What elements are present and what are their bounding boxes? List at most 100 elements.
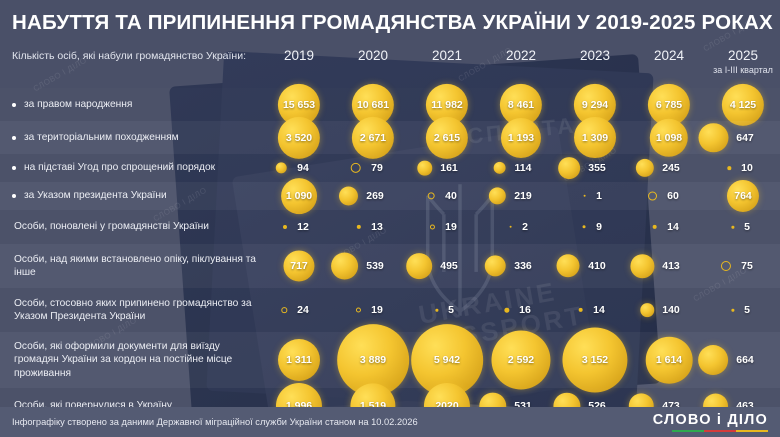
data-cell-2024: 60 bbox=[632, 182, 706, 210]
value-label: 2 671 bbox=[359, 131, 387, 144]
data-cell-2024: 413 bbox=[630, 244, 706, 288]
row-label: Особи, які повернулися в Україну bbox=[14, 400, 173, 412]
value-label: 5 bbox=[448, 304, 454, 316]
bubble-group: 539 bbox=[331, 252, 384, 280]
value-label: 1 309 bbox=[581, 131, 609, 144]
value-bubble bbox=[406, 253, 432, 279]
value-label: 1 098 bbox=[655, 131, 683, 144]
column-header-2022: 2022 bbox=[484, 46, 558, 64]
value-label: 1 090 bbox=[285, 190, 313, 202]
value-label: 10 681 bbox=[356, 98, 390, 111]
bubble-group: 14 bbox=[652, 221, 679, 233]
data-cell-2019: 3 520 bbox=[262, 116, 336, 159]
value-label: 10 bbox=[741, 162, 753, 174]
value-bubble bbox=[726, 179, 760, 213]
bubble-group: 15 653 bbox=[277, 83, 321, 126]
bubble-group: 12 bbox=[282, 221, 309, 233]
value-bubble bbox=[720, 260, 731, 272]
value-bubble bbox=[727, 166, 731, 170]
value-label: 269 bbox=[366, 190, 384, 202]
value-bubble bbox=[698, 345, 728, 375]
table-row: на підставі Угод про спрощений порядок 94… bbox=[0, 154, 780, 182]
row-label: за територіальним походженням bbox=[0, 131, 262, 145]
value-label: 60 bbox=[667, 190, 679, 202]
table-row: Особи, стосовно яких припинено громадянс… bbox=[0, 288, 780, 332]
bubble-group: 2 671 bbox=[351, 116, 395, 159]
value-label: 5 bbox=[744, 221, 750, 233]
value-bubble bbox=[493, 161, 506, 175]
bubble-group: 647 bbox=[698, 122, 754, 153]
data-cell-2020: 3 889 bbox=[336, 324, 410, 396]
value-label: 2 bbox=[522, 221, 528, 233]
data-cell-2019: 1 090 bbox=[262, 178, 336, 214]
value-bubble bbox=[635, 158, 654, 178]
bubble-group: 13 bbox=[356, 221, 383, 233]
value-label: 2 615 bbox=[433, 131, 461, 144]
bubble-group: 495 bbox=[406, 253, 458, 279]
value-bubble bbox=[429, 224, 435, 230]
data-cell-2025: 647 bbox=[698, 121, 780, 154]
data-cell-2021: 495 bbox=[406, 244, 484, 288]
bubble-group: 75 bbox=[720, 260, 753, 272]
value-label: 12 bbox=[297, 221, 309, 233]
value-label: 664 bbox=[736, 354, 754, 366]
row-label: на підставі Угод про спрощений порядок bbox=[0, 161, 262, 175]
brand-logo: СЛОВО і ДІЛО bbox=[653, 412, 768, 433]
bubble-group: 269 bbox=[338, 186, 384, 206]
year-label: 2025 bbox=[727, 48, 759, 63]
data-cell-2022: 336 bbox=[484, 244, 558, 288]
brand-logo-text: СЛОВО і ДІЛО bbox=[652, 411, 768, 428]
value-label: 1 614 bbox=[655, 354, 683, 366]
data-cell-2025: 10 bbox=[706, 154, 780, 182]
bubble-group: 8 461 bbox=[499, 83, 543, 126]
column-header-2024: 2024 bbox=[632, 46, 706, 64]
value-bubble bbox=[282, 224, 287, 230]
table-row: за правом народження 15 653 10 681 11 982 8 … bbox=[0, 83, 780, 126]
value-bubble bbox=[417, 160, 432, 176]
source-note: Інфографіку створено за даними Державної… bbox=[12, 417, 418, 427]
data-cell-2023: 9 bbox=[558, 210, 632, 244]
value-label: 355 bbox=[588, 162, 606, 174]
bubble-group: 764 bbox=[726, 179, 760, 213]
bubble-group: 5 bbox=[435, 304, 454, 316]
data-cell-2024: 14 bbox=[632, 210, 706, 244]
bubble-group: 5 bbox=[731, 304, 750, 316]
value-label: 161 bbox=[440, 162, 458, 174]
data-grid: Кількість осіб, які набули громадянство … bbox=[0, 46, 780, 430]
data-cell-2022: 8 461 bbox=[484, 83, 558, 126]
data-cell-2025: 664 bbox=[698, 332, 780, 388]
bubble-group: 2 615 bbox=[425, 116, 469, 159]
bubble-group: 9 bbox=[582, 221, 602, 233]
bubble-group: 1 098 bbox=[649, 118, 689, 157]
value-bubble bbox=[648, 191, 657, 201]
bubble-group: 245 bbox=[635, 158, 680, 178]
value-bubble bbox=[509, 225, 512, 229]
year-sublabel: за I-III квартал bbox=[713, 64, 773, 75]
value-label: 15 653 bbox=[282, 98, 316, 111]
data-cell-2024: 140 bbox=[632, 288, 706, 332]
table-row: за територіальним походженням 3 520 2 671 2… bbox=[0, 116, 780, 159]
data-cell-2022: 1 193 bbox=[484, 117, 558, 158]
year-label: 2024 bbox=[653, 48, 685, 63]
value-bubble bbox=[427, 192, 435, 200]
column-header-2023: 2023 bbox=[558, 46, 632, 64]
value-label: 245 bbox=[662, 162, 680, 174]
bubble-group: 1 193 bbox=[500, 117, 542, 158]
bubble-group: 40 bbox=[427, 190, 457, 202]
bubble-group: 161 bbox=[417, 160, 458, 176]
bubble-group: 1 bbox=[583, 190, 602, 202]
value-label: 336 bbox=[514, 260, 532, 272]
value-bubble bbox=[488, 187, 506, 205]
header-row: Кількість осіб, які набули громадянство … bbox=[0, 46, 780, 88]
bubble-group: 9 294 bbox=[573, 83, 617, 126]
value-bubble bbox=[698, 122, 728, 153]
bubble-group: 2 592 bbox=[491, 330, 551, 390]
data-cell-2024: 245 bbox=[632, 154, 706, 182]
data-cell-2022: 2 bbox=[484, 210, 558, 244]
value-bubble bbox=[731, 225, 734, 229]
value-label: 19 bbox=[371, 304, 383, 316]
page-title: НАБУТТЯ ТА ПРИПИНЕННЯ ГРОМАДЯНСТВА УКРАЇ… bbox=[12, 11, 773, 34]
year-label: 2022 bbox=[505, 48, 537, 63]
bubble-group: 94 bbox=[275, 162, 309, 174]
